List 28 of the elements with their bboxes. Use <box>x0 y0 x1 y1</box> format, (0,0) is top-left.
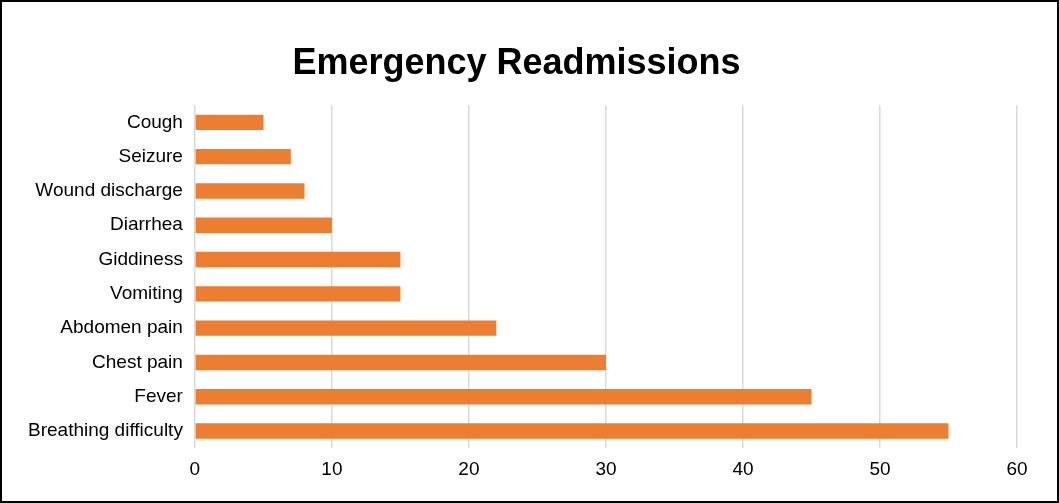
x-tick-label: 10 <box>321 457 343 479</box>
bar <box>195 114 264 131</box>
y-tick-label: Diarrhea <box>110 213 184 235</box>
x-tick-label: 0 <box>189 457 201 479</box>
y-tick-label: Wound discharge <box>35 179 183 201</box>
x-tick-label: 30 <box>595 457 617 479</box>
x-tick-label: 20 <box>458 457 480 479</box>
bar <box>195 183 305 199</box>
x-tick-label: 60 <box>1006 457 1028 479</box>
bar <box>195 251 401 268</box>
bar <box>195 217 332 233</box>
y-tick-label: Cough <box>126 110 183 132</box>
y-tick-label: Fever <box>134 384 184 406</box>
x-tick-label: 50 <box>869 457 891 479</box>
y-tick-label: Breathing difficulty <box>28 419 184 441</box>
y-tick-label: Giddiness <box>98 247 183 269</box>
y-tick-label: Seizure <box>118 144 183 166</box>
x-tick-label: 40 <box>732 457 754 479</box>
bar <box>195 320 497 336</box>
chart-title: Emergency Readmissions <box>292 40 741 82</box>
y-tick-label: Vomiting <box>110 282 183 304</box>
y-tick-label: Chest pain <box>92 350 183 372</box>
bar <box>195 354 606 371</box>
bar <box>195 423 949 439</box>
bar <box>195 389 812 405</box>
bar <box>195 286 401 302</box>
bar <box>195 148 291 165</box>
y-tick-label: Abdomen pain <box>60 316 183 338</box>
